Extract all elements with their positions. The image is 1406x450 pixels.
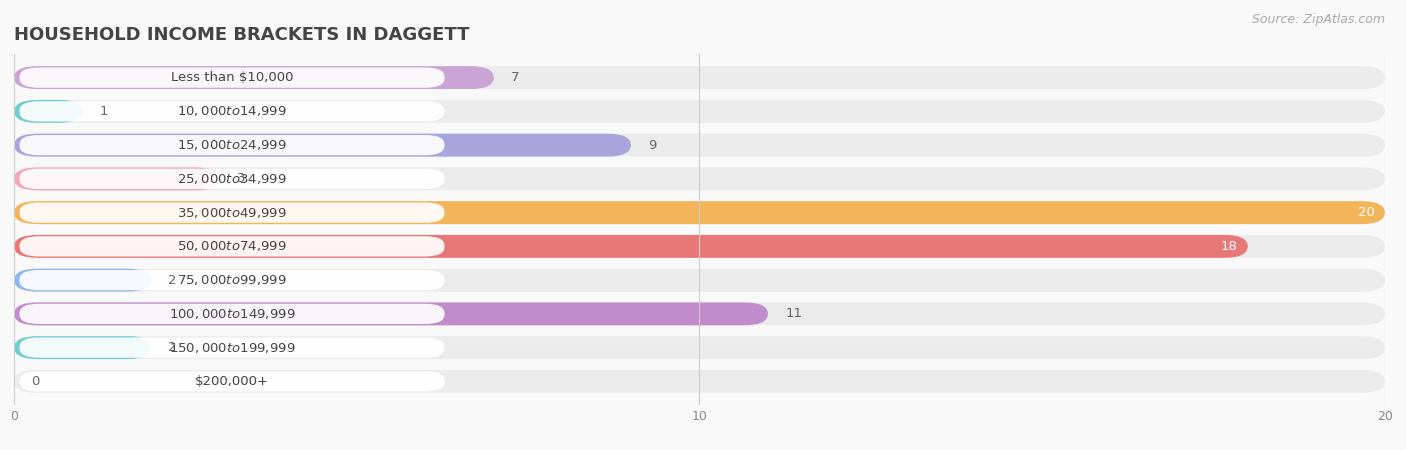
FancyBboxPatch shape: [14, 66, 1385, 89]
FancyBboxPatch shape: [20, 135, 444, 155]
Text: $50,000 to $74,999: $50,000 to $74,999: [177, 239, 287, 253]
FancyBboxPatch shape: [14, 134, 631, 157]
Text: 9: 9: [648, 139, 657, 152]
FancyBboxPatch shape: [14, 201, 1385, 224]
Text: $200,000+: $200,000+: [195, 375, 269, 388]
FancyBboxPatch shape: [20, 169, 444, 189]
FancyBboxPatch shape: [20, 202, 444, 223]
FancyBboxPatch shape: [14, 100, 1385, 123]
FancyBboxPatch shape: [14, 336, 152, 359]
Text: Source: ZipAtlas.com: Source: ZipAtlas.com: [1251, 14, 1385, 27]
FancyBboxPatch shape: [20, 304, 444, 324]
Text: $35,000 to $49,999: $35,000 to $49,999: [177, 206, 287, 220]
Text: 2: 2: [169, 341, 177, 354]
Text: $25,000 to $34,999: $25,000 to $34,999: [177, 172, 287, 186]
Text: $100,000 to $149,999: $100,000 to $149,999: [169, 307, 295, 321]
FancyBboxPatch shape: [14, 235, 1249, 258]
FancyBboxPatch shape: [20, 338, 444, 358]
Text: HOUSEHOLD INCOME BRACKETS IN DAGGETT: HOUSEHOLD INCOME BRACKETS IN DAGGETT: [14, 26, 470, 44]
Text: $15,000 to $24,999: $15,000 to $24,999: [177, 138, 287, 152]
FancyBboxPatch shape: [20, 270, 444, 290]
FancyBboxPatch shape: [14, 66, 494, 89]
FancyBboxPatch shape: [14, 100, 83, 123]
FancyBboxPatch shape: [14, 167, 219, 190]
FancyBboxPatch shape: [14, 269, 1385, 292]
FancyBboxPatch shape: [14, 134, 1385, 157]
Text: $75,000 to $99,999: $75,000 to $99,999: [177, 273, 287, 287]
FancyBboxPatch shape: [14, 370, 1385, 393]
Text: $10,000 to $14,999: $10,000 to $14,999: [177, 104, 287, 118]
Text: Less than $10,000: Less than $10,000: [170, 71, 294, 84]
FancyBboxPatch shape: [14, 235, 1385, 258]
FancyBboxPatch shape: [14, 302, 768, 325]
Text: 18: 18: [1220, 240, 1237, 253]
FancyBboxPatch shape: [14, 302, 1385, 325]
Text: 1: 1: [100, 105, 108, 118]
FancyBboxPatch shape: [20, 68, 444, 88]
Text: 2: 2: [169, 274, 177, 287]
FancyBboxPatch shape: [20, 236, 444, 256]
FancyBboxPatch shape: [14, 167, 1385, 190]
FancyBboxPatch shape: [20, 371, 444, 392]
Text: $150,000 to $199,999: $150,000 to $199,999: [169, 341, 295, 355]
FancyBboxPatch shape: [14, 201, 1385, 224]
FancyBboxPatch shape: [20, 101, 444, 122]
FancyBboxPatch shape: [14, 336, 1385, 359]
Text: 20: 20: [1358, 206, 1375, 219]
Text: 3: 3: [236, 172, 245, 185]
Text: 7: 7: [510, 71, 519, 84]
FancyBboxPatch shape: [14, 269, 152, 292]
Text: 0: 0: [31, 375, 39, 388]
Text: 11: 11: [785, 307, 803, 320]
